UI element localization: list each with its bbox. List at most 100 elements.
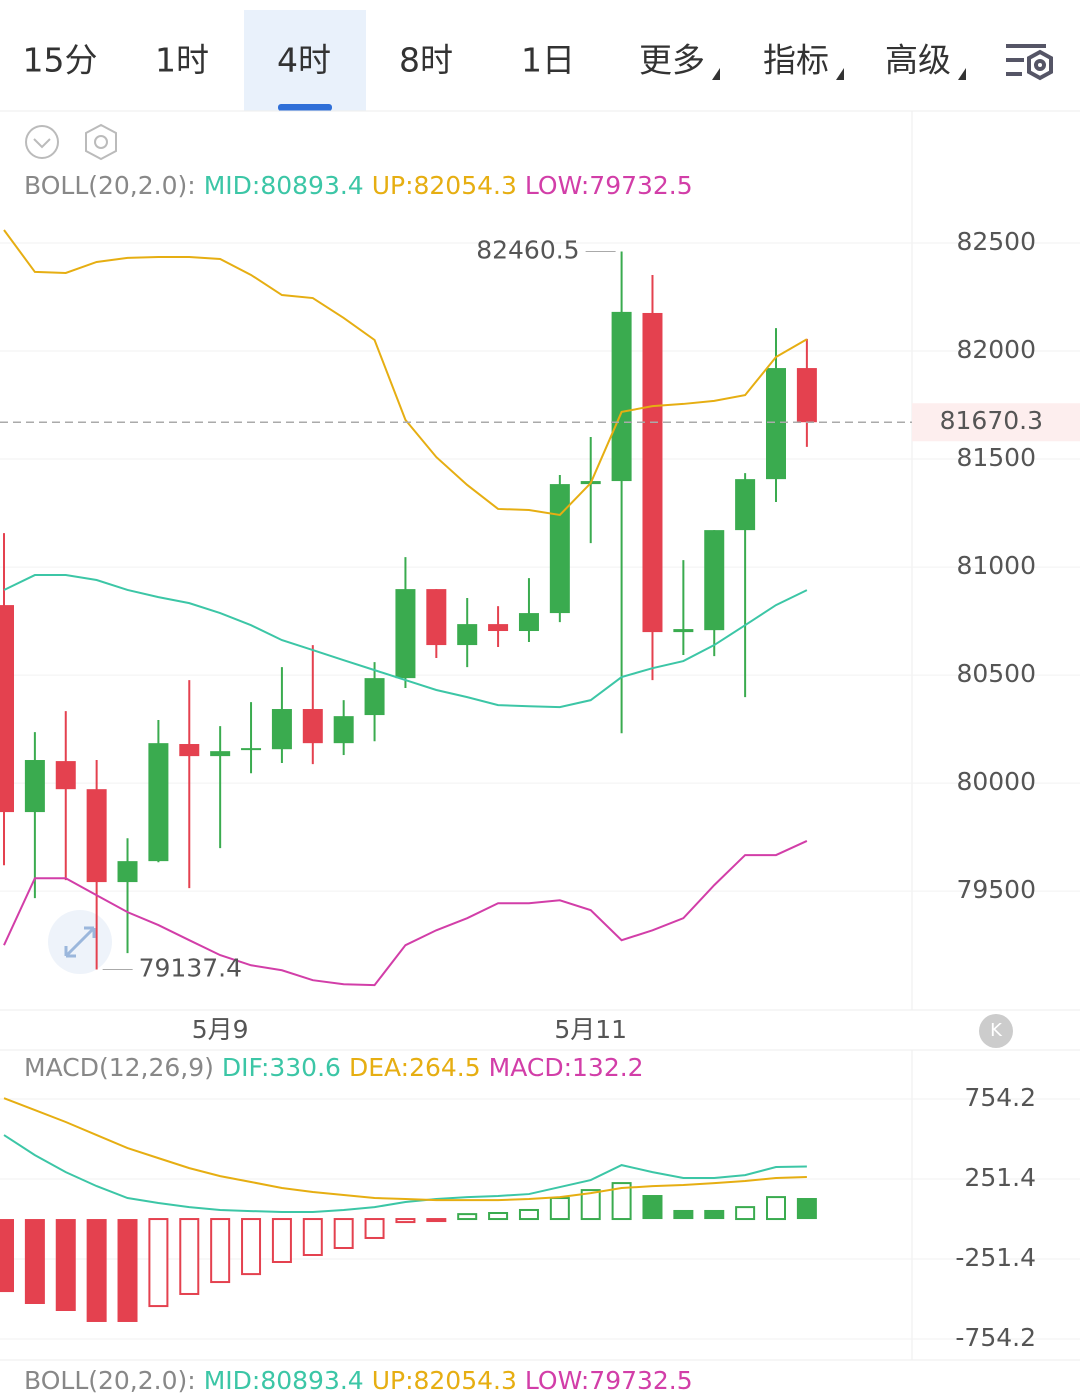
indicator-label: LOW:79732.5 xyxy=(525,171,693,200)
tab[interactable]: 4时 xyxy=(277,41,331,80)
active-tab-bg xyxy=(244,10,366,111)
candle-body xyxy=(735,479,756,531)
tab[interactable]: 1日 xyxy=(521,41,575,80)
candle-body xyxy=(395,589,416,679)
macd-bar xyxy=(457,1213,478,1221)
macd-bar xyxy=(179,1218,200,1295)
macd-bar xyxy=(766,1196,786,1221)
y-tick-label: -251.4 xyxy=(955,1243,1036,1272)
max-label: 82460.5 xyxy=(476,235,579,264)
indicator-label: UP:82054.3 xyxy=(372,1366,517,1393)
candle-body xyxy=(24,760,45,813)
collapse-icon[interactable] xyxy=(25,125,59,159)
boll-line xyxy=(3,229,808,517)
macd-bar xyxy=(117,1219,138,1322)
candle-body xyxy=(549,484,570,614)
x-tick-label: 5月11 xyxy=(554,1015,627,1044)
last-price-label: 81670.3 xyxy=(940,406,1043,435)
candle-body xyxy=(642,312,663,633)
indicator-label: LOW:79732.5 xyxy=(525,1366,693,1393)
boll-line xyxy=(3,574,808,709)
tab[interactable]: 15分 xyxy=(23,41,98,80)
settings-hex[interactable] xyxy=(85,123,117,161)
active-tab-indicator xyxy=(278,104,332,111)
macd-bar xyxy=(55,1219,76,1311)
boll-line xyxy=(3,840,808,987)
candle-body xyxy=(704,530,725,631)
indicator-label: BOLL(20,2.0): xyxy=(24,1366,196,1393)
macd-bar xyxy=(86,1219,107,1322)
macd-bar xyxy=(549,1197,570,1221)
y-tick-label: 82500 xyxy=(956,227,1036,256)
macd-bar xyxy=(148,1218,169,1308)
candle-body xyxy=(518,613,539,632)
y-tick-label: 81500 xyxy=(956,443,1036,472)
settings-icon[interactable] xyxy=(1006,44,1053,81)
candle-body xyxy=(457,624,478,646)
candle-body xyxy=(766,368,786,480)
macd-bar xyxy=(796,1198,817,1220)
candle-body xyxy=(210,751,231,757)
dropdown-caret xyxy=(712,68,720,80)
indicator-label: DEA:264.5 xyxy=(349,1053,481,1082)
candle-body xyxy=(0,605,14,813)
tab[interactable]: 1时 xyxy=(155,41,209,80)
macd-bar xyxy=(488,1212,509,1221)
indicator-label: MACD:132.2 xyxy=(489,1053,644,1082)
indicator-label: UP:82054.3 xyxy=(372,171,517,200)
macd-bar xyxy=(241,1218,262,1276)
macd-bar xyxy=(271,1218,292,1263)
macd-bar xyxy=(611,1182,632,1221)
x-tick-label: 5月9 xyxy=(192,1015,249,1044)
macd-bar xyxy=(426,1218,447,1223)
candle-body xyxy=(333,716,354,744)
candle-body xyxy=(271,709,292,750)
collapse-arrow xyxy=(33,138,51,149)
y-tick-label: 81000 xyxy=(956,551,1036,580)
macd-line xyxy=(3,1097,807,1202)
y-tick-label: 251.4 xyxy=(964,1163,1036,1192)
candle-body xyxy=(241,748,262,751)
tab[interactable]: 高级 xyxy=(885,41,951,80)
candle-body xyxy=(488,624,509,632)
candle-body xyxy=(117,861,138,883)
y-tick-label: 80000 xyxy=(956,767,1036,796)
candle-body xyxy=(796,368,817,423)
min-label: 79137.4 xyxy=(139,954,242,983)
macd-bar xyxy=(24,1219,45,1304)
scroll-latest-button[interactable] xyxy=(979,1014,1013,1048)
y-tick-label: 754.2 xyxy=(964,1083,1036,1112)
y-tick-label: 82000 xyxy=(956,335,1036,364)
y-tick-label: -754.2 xyxy=(955,1323,1036,1352)
candle-body xyxy=(55,761,76,790)
indicator-label: MACD(12,26,9) xyxy=(24,1053,214,1082)
candle-body xyxy=(364,678,385,716)
dropdown-caret xyxy=(958,68,966,80)
candle-body xyxy=(673,629,694,633)
tab[interactable]: 指标 xyxy=(763,41,829,80)
macd-bar xyxy=(642,1195,663,1220)
expand-icon xyxy=(64,926,96,958)
macd-bar xyxy=(333,1218,354,1249)
macd-bar xyxy=(302,1218,323,1256)
indicator-label: MID:80893.4 xyxy=(204,171,364,200)
candle-body xyxy=(426,589,447,646)
macd-bar xyxy=(210,1218,231,1284)
candle-body xyxy=(179,744,200,757)
y-tick-label: 80500 xyxy=(956,659,1036,688)
tab[interactable]: 8时 xyxy=(399,41,453,80)
tab[interactable]: 更多 xyxy=(639,41,705,80)
macd-bar xyxy=(735,1206,756,1221)
macd-bar xyxy=(580,1189,601,1221)
candle-body xyxy=(148,743,169,862)
candle-body xyxy=(611,311,632,482)
dropdown-caret xyxy=(836,68,844,80)
macd-line xyxy=(3,1134,807,1214)
macd-bar xyxy=(395,1218,416,1224)
scroll-latest-icon: K xyxy=(990,1020,1003,1041)
macd-bar xyxy=(518,1208,539,1221)
candle-body xyxy=(302,709,323,744)
macd-bar xyxy=(673,1209,694,1220)
